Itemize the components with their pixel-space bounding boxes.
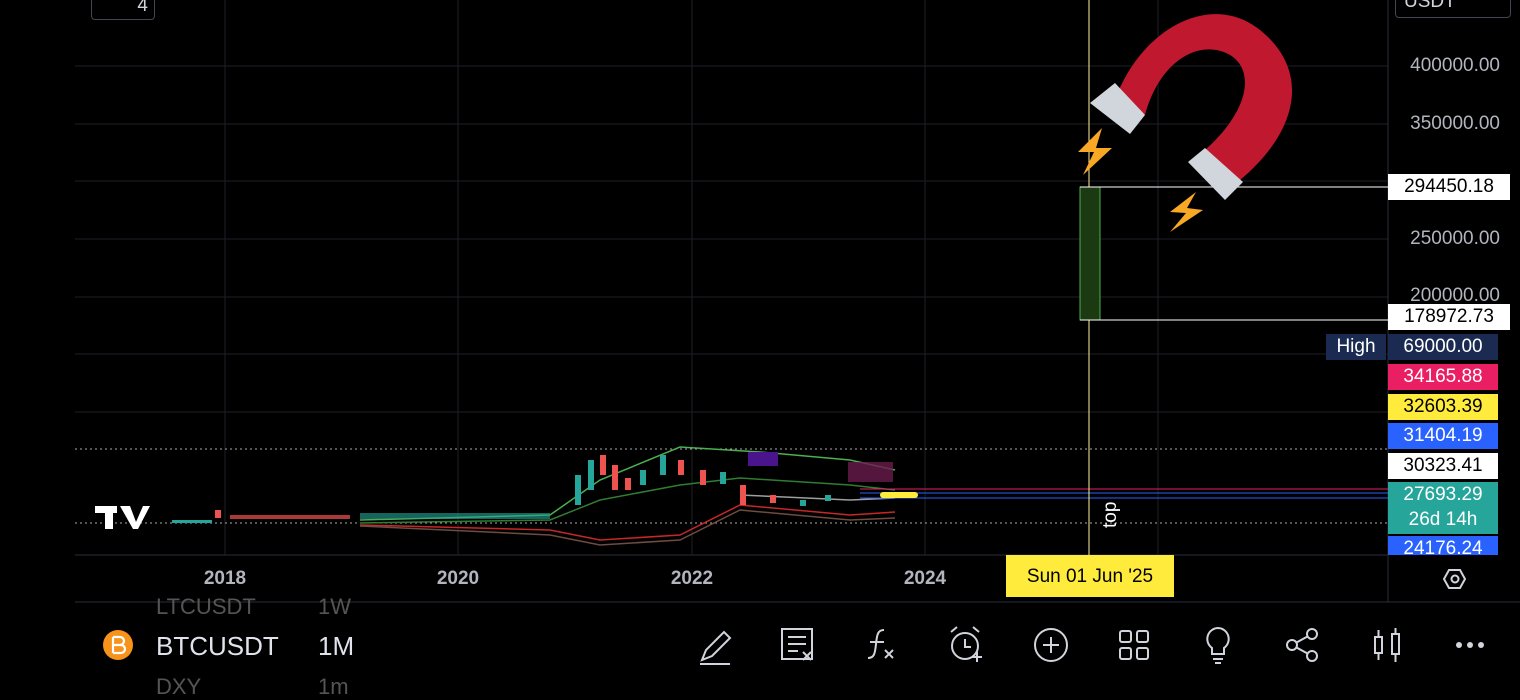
magnet-icon xyxy=(1078,14,1293,232)
drawing-label: top xyxy=(1100,501,1121,528)
crosshair-date: Sun 01 Jun '25 xyxy=(1006,555,1174,597)
symbol: DXY xyxy=(156,674,202,699)
chart-type-button[interactable] xyxy=(1364,622,1410,668)
badge-count: 4 xyxy=(137,0,148,16)
remove-button[interactable] xyxy=(775,622,821,668)
time-label: 2020 xyxy=(436,568,480,589)
draw-button[interactable] xyxy=(692,622,738,668)
price-tag: 31404.19 xyxy=(1388,423,1498,449)
more-button[interactable] xyxy=(1447,622,1493,668)
price-label: 350000.00 xyxy=(1410,113,1500,134)
settings-icon xyxy=(1442,569,1467,589)
time-label: 2022 xyxy=(670,568,714,589)
price-tag: 69000.00 xyxy=(1388,334,1498,360)
share-button[interactable] xyxy=(1279,622,1325,668)
price-tag: 294450.18 xyxy=(1388,174,1510,200)
last-price: 27693.29 xyxy=(1403,484,1483,505)
symbol: LTCUSDT xyxy=(156,594,256,619)
price-tag: 34165.88 xyxy=(1388,364,1498,390)
candles xyxy=(172,455,831,523)
currency-button[interactable]: USDT xyxy=(1395,0,1511,18)
add-button[interactable] xyxy=(1028,622,1074,668)
last-price-tag: 27693.29 26d 14h xyxy=(1388,482,1498,534)
indicator-bands xyxy=(359,446,896,546)
interval[interactable]: 1M xyxy=(318,631,355,661)
symbol[interactable]: BTCUSDT xyxy=(156,631,279,661)
price-tag: 32603.39 xyxy=(1388,394,1498,420)
bitcoin-icon xyxy=(103,630,133,660)
countdown: 26d 14h xyxy=(1408,509,1478,530)
currency: USDT xyxy=(1404,0,1456,12)
price-label: 250000.00 xyxy=(1410,228,1500,249)
indicators-button[interactable] xyxy=(858,622,904,668)
price-label: 200000.00 xyxy=(1410,285,1500,306)
interval: 1W xyxy=(318,594,351,619)
high-label: High xyxy=(1326,334,1386,360)
interval: 1m xyxy=(318,674,349,699)
price-tag: 30323.41 xyxy=(1388,453,1498,479)
badge[interactable]: 4 xyxy=(91,0,155,20)
price-label: 400000.00 xyxy=(1410,55,1500,76)
ideas-button[interactable] xyxy=(1195,622,1241,668)
price-tag: 24176.24 xyxy=(1388,536,1498,555)
price-tag: 178972.73 xyxy=(1388,304,1510,330)
grid xyxy=(75,0,1388,555)
layout-button[interactable] xyxy=(1111,622,1157,668)
highlight xyxy=(880,492,918,498)
alert-button[interactable] xyxy=(943,622,989,668)
time-label: 2018 xyxy=(203,568,247,589)
tv-logo xyxy=(95,506,150,529)
time-label: 2024 xyxy=(903,568,947,589)
clip: 24176.24 xyxy=(1388,536,1498,555)
drawing-box xyxy=(1079,186,1101,321)
